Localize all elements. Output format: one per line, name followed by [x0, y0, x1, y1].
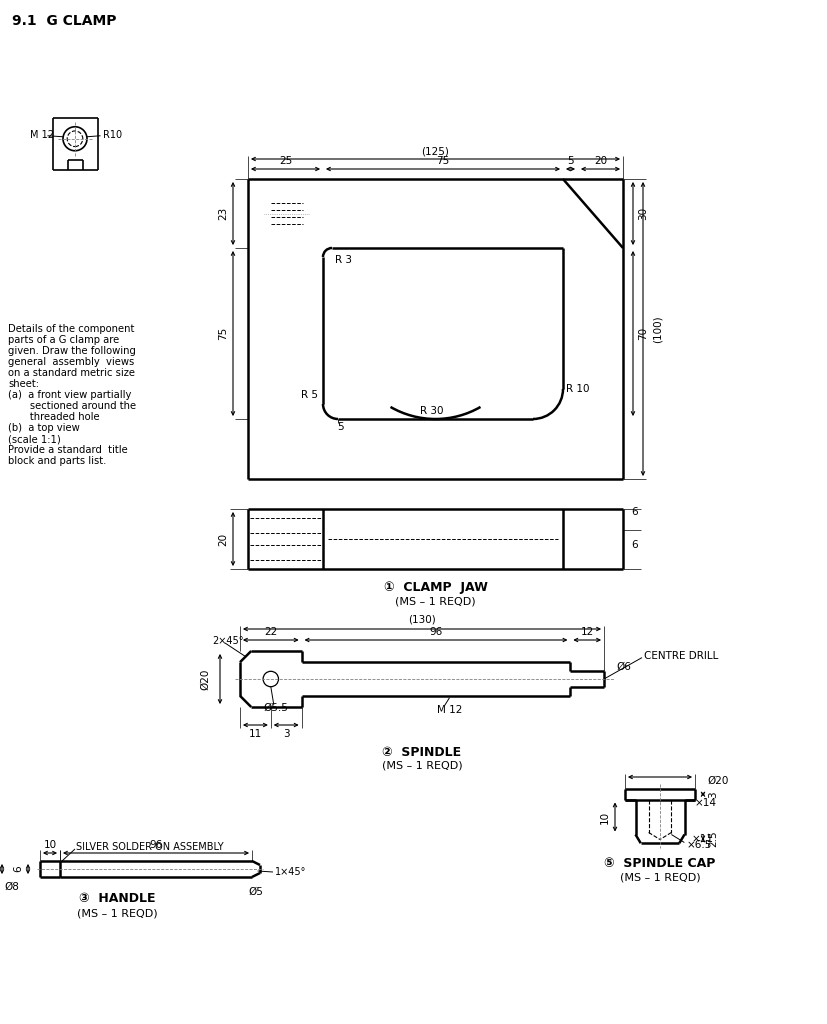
- Text: Ø8: Ø8: [5, 882, 20, 892]
- Text: parts of a G clamp are: parts of a G clamp are: [8, 335, 119, 345]
- Text: on a standard metric size: on a standard metric size: [8, 368, 135, 378]
- Text: Ø6: Ø6: [616, 662, 631, 672]
- Text: ③  HANDLE: ③ HANDLE: [79, 893, 155, 905]
- Text: 23: 23: [218, 207, 228, 220]
- Text: ×6.5: ×6.5: [686, 840, 712, 850]
- Text: 12: 12: [581, 627, 594, 637]
- Text: 3: 3: [708, 791, 718, 798]
- Text: (scale 1:1): (scale 1:1): [8, 434, 60, 444]
- Text: 30: 30: [638, 207, 648, 220]
- Text: 2×45°: 2×45°: [212, 636, 243, 646]
- Text: 5: 5: [337, 422, 344, 432]
- Text: 25: 25: [279, 156, 292, 166]
- Text: R 30: R 30: [420, 406, 444, 416]
- Text: Provide a standard  title: Provide a standard title: [8, 445, 127, 455]
- Text: threaded hole: threaded hole: [8, 412, 99, 422]
- Text: (125): (125): [422, 146, 449, 156]
- Text: 11: 11: [249, 729, 262, 739]
- Text: 70: 70: [638, 327, 648, 340]
- Text: Ø20: Ø20: [707, 776, 729, 786]
- Text: SILVER SOLDER ON ASSEMBLY: SILVER SOLDER ON ASSEMBLY: [76, 842, 223, 852]
- Text: ②  SPINDLE: ② SPINDLE: [382, 745, 461, 759]
- Text: Details of the component: Details of the component: [8, 324, 134, 334]
- Text: ×14: ×14: [695, 799, 716, 809]
- Text: 3: 3: [283, 729, 289, 739]
- Text: 6: 6: [13, 865, 23, 872]
- Text: ⑤  SPINDLE CAP: ⑤ SPINDLE CAP: [605, 857, 715, 869]
- Text: M 12: M 12: [31, 130, 55, 139]
- Text: 5: 5: [567, 156, 574, 166]
- Text: ×11: ×11: [691, 834, 713, 844]
- Text: (130): (130): [409, 615, 436, 625]
- Text: sectioned around the: sectioned around the: [8, 401, 136, 411]
- Text: (MS – 1 REQD): (MS – 1 REQD): [382, 761, 462, 771]
- Text: (b)  a top view: (b) a top view: [8, 423, 79, 433]
- Text: given. Draw the following: given. Draw the following: [8, 346, 136, 356]
- Text: 20: 20: [594, 156, 607, 166]
- Text: 22: 22: [264, 627, 277, 637]
- Text: 96: 96: [429, 627, 442, 637]
- Text: 75: 75: [218, 327, 228, 340]
- Text: 6: 6: [632, 540, 638, 550]
- Text: R 10: R 10: [566, 384, 590, 394]
- Text: (100): (100): [653, 315, 663, 343]
- Text: (a)  a front view partially: (a) a front view partially: [8, 390, 131, 400]
- Text: (MS – 1 REQD): (MS – 1 REQD): [619, 872, 700, 883]
- Text: (MS – 1 REQD): (MS – 1 REQD): [395, 596, 476, 606]
- Text: 10: 10: [44, 840, 56, 850]
- Text: 20: 20: [218, 532, 228, 546]
- Text: (MS – 1 REQD): (MS – 1 REQD): [77, 908, 157, 918]
- Text: Ø5: Ø5: [249, 887, 264, 897]
- Text: ①  CLAMP  JAW: ① CLAMP JAW: [384, 581, 487, 594]
- Text: 6: 6: [632, 507, 638, 517]
- Text: R10: R10: [103, 130, 122, 139]
- Text: block and parts list.: block and parts list.: [8, 456, 107, 466]
- Text: 96: 96: [150, 840, 163, 850]
- Text: Ø5.5: Ø5.5: [263, 702, 289, 713]
- Text: R 3: R 3: [335, 255, 352, 265]
- Text: M 12: M 12: [437, 705, 462, 715]
- Text: Ø20: Ø20: [200, 669, 210, 690]
- Text: 2.5: 2.5: [708, 830, 718, 847]
- Text: CENTRE DRILL: CENTRE DRILL: [644, 650, 719, 660]
- Text: 10: 10: [600, 810, 610, 823]
- Text: R 5: R 5: [301, 390, 318, 400]
- Text: general  assembly  views: general assembly views: [8, 357, 134, 367]
- Text: 1×45°: 1×45°: [275, 867, 306, 877]
- Text: sheet:: sheet:: [8, 379, 39, 389]
- Text: 75: 75: [437, 156, 450, 166]
- Text: 9.1  G CLAMP: 9.1 G CLAMP: [12, 14, 117, 28]
